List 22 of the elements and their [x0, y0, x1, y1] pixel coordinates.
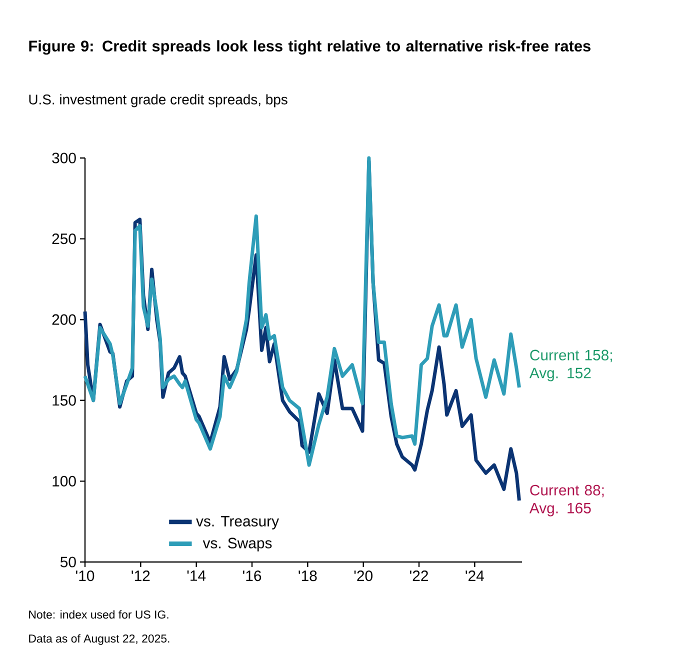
x-tick-label: '18: [298, 570, 317, 582]
y-tick-label: 250: [52, 234, 76, 244]
x-tick-label: '16: [243, 570, 262, 582]
x-tick-label: '10: [76, 570, 94, 582]
x-tick-label: '12: [132, 570, 150, 581]
legend-label: vs. Treasury: [196, 516, 280, 530]
annotation: Current 88; Avg. 165: [529, 484, 604, 516]
legend-label: vs. Swaps: [202, 538, 272, 552]
chart-title: Figure 9: Credit spreads look less tight relative to alternative risk-free rates: [29, 40, 590, 55]
chart-subtitle: U.S. investment grade credit spreads, bps: [29, 94, 288, 108]
x-tick-label: '24: [466, 570, 484, 581]
annotation: Current 158; Avg. 152: [529, 350, 612, 382]
x-tick-label: '14: [187, 570, 206, 581]
text: Note: index used for US IG.: [29, 610, 168, 619]
x-tick-label: '20: [354, 570, 372, 582]
y-tick-label: 200: [52, 314, 76, 325]
y-tick-label: 100: [52, 476, 76, 486]
x-tick-label: '22: [410, 570, 428, 581]
y-tick-label: 50: [60, 556, 76, 568]
text: Data as of August 22, 2025.: [29, 634, 170, 645]
y-tick-label: 150: [52, 395, 76, 406]
y-tick-label: 300: [52, 152, 76, 164]
